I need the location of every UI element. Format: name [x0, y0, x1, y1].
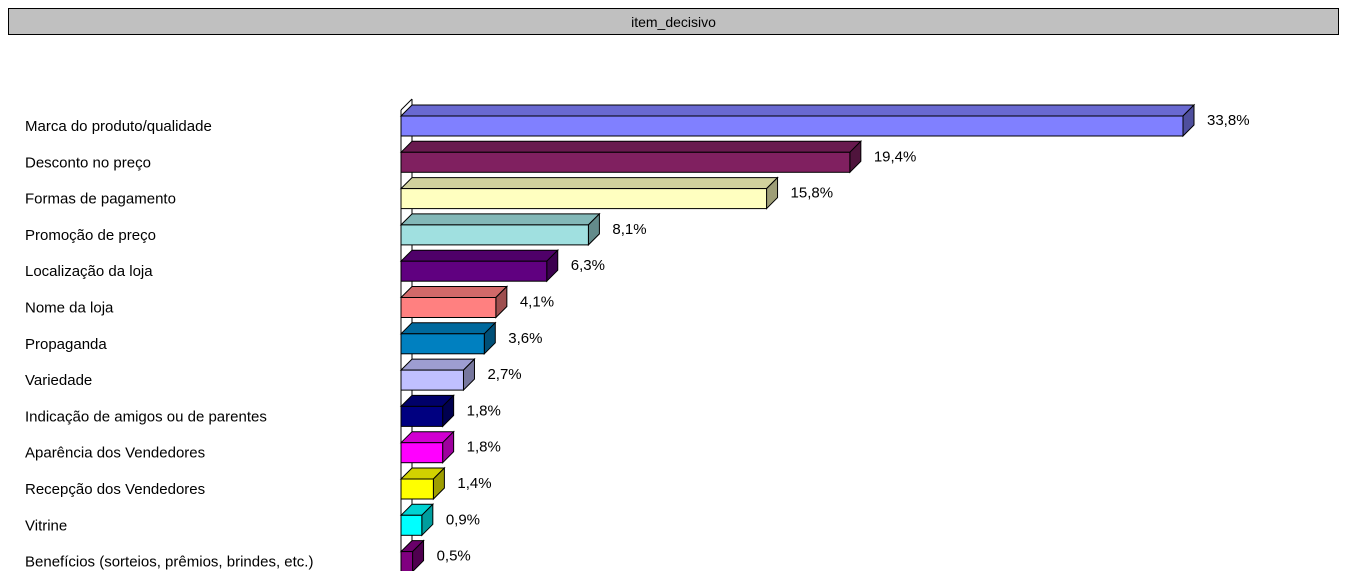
- bar: [399, 285, 509, 319]
- data-label: 19,4%: [874, 148, 917, 165]
- bar-front-face: [400, 224, 589, 246]
- data-label: 15,8%: [791, 185, 834, 202]
- bar-front-face: [400, 478, 434, 500]
- category-label: Benefícios (sorteios, prêmios, brindes, …: [25, 554, 313, 571]
- bar-top-face: [399, 140, 863, 153]
- bar: [399, 103, 1196, 138]
- bar: [399, 212, 601, 247]
- data-label: 1,4%: [457, 475, 491, 492]
- bar: [399, 394, 455, 428]
- bar: [399, 503, 435, 537]
- bar: [399, 539, 425, 571]
- bar-front-face: [400, 260, 548, 282]
- category-label: Vitrine: [25, 517, 67, 534]
- bar-front-face: [400, 333, 485, 355]
- data-label: 0,5%: [437, 548, 471, 565]
- bar-front-face: [400, 151, 851, 173]
- data-label: 3,6%: [508, 330, 542, 347]
- data-label: 6,3%: [571, 257, 605, 274]
- category-label: Formas de pagamento: [25, 191, 176, 208]
- bar-front-face: [400, 297, 497, 318]
- data-label: 0,9%: [446, 511, 480, 528]
- bar-front-face: [400, 442, 444, 464]
- bar-front-face: [400, 514, 423, 536]
- category-label: Desconto no preço: [25, 154, 151, 171]
- data-label: 1,8%: [467, 402, 501, 419]
- bar: [399, 176, 779, 210]
- category-label: Aparência dos Vendedores: [25, 445, 205, 462]
- data-label: 8,1%: [612, 221, 646, 238]
- bar-top-face: [399, 358, 476, 371]
- chart-title: item_decisivo: [8, 8, 1339, 35]
- data-label: 33,8%: [1207, 112, 1250, 129]
- bar-top-face: [399, 249, 559, 262]
- bar-front-face: [400, 405, 444, 427]
- y-axis-top-edge: [400, 98, 413, 111]
- bar: [399, 357, 476, 392]
- bar-top-face: [399, 177, 779, 190]
- category-label: Nome da loja: [25, 300, 114, 317]
- bar-top-face: [399, 213, 601, 226]
- bar-front-face: [400, 188, 768, 210]
- category-label: Promoção de preço: [25, 227, 156, 244]
- bar: [399, 430, 455, 464]
- bar-front-face: [400, 551, 414, 571]
- bar-front-face: [400, 369, 464, 391]
- category-label: Localização da loja: [25, 263, 153, 280]
- bar-front-face: [400, 115, 1184, 137]
- bar: [399, 466, 446, 501]
- bar: [399, 321, 497, 356]
- category-label: Variedade: [25, 372, 92, 389]
- category-label: Recepção dos Vendedores: [25, 481, 205, 498]
- data-label: 1,8%: [467, 439, 501, 456]
- data-label: 4,1%: [520, 294, 554, 311]
- bar: [399, 248, 559, 283]
- bar-top-face: [399, 104, 1196, 117]
- category-label: Propaganda: [25, 336, 107, 353]
- category-label: Indicação de amigos ou de parentes: [25, 408, 267, 425]
- category-label: Marca do produto/qualidade: [25, 118, 212, 135]
- bar-top-face: [399, 286, 509, 298]
- data-label: 2,7%: [487, 366, 521, 383]
- bar-top-face: [399, 322, 497, 335]
- bar: [399, 140, 863, 174]
